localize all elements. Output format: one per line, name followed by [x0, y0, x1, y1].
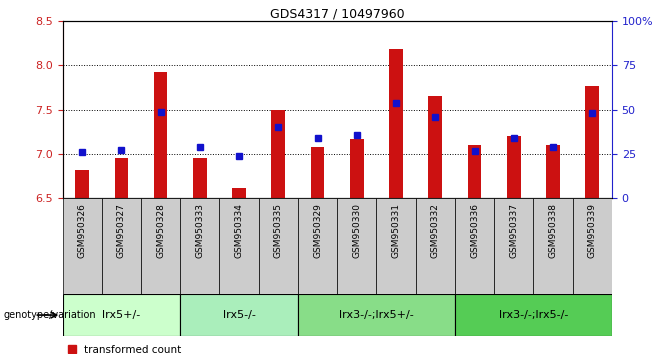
Text: GSM950336: GSM950336: [470, 203, 479, 258]
Text: GSM950334: GSM950334: [235, 203, 243, 258]
Bar: [298, 198, 338, 294]
Bar: [586, 86, 599, 198]
Bar: [494, 198, 534, 294]
Text: lrx5+/-: lrx5+/-: [102, 310, 141, 320]
Bar: [75, 170, 89, 198]
Bar: [232, 188, 246, 198]
Text: lrx3-/-;lrx5-/-: lrx3-/-;lrx5-/-: [499, 310, 568, 320]
Text: GSM950330: GSM950330: [352, 203, 361, 258]
Bar: [455, 294, 612, 336]
Bar: [428, 96, 442, 198]
Text: GSM950329: GSM950329: [313, 203, 322, 258]
Bar: [141, 198, 180, 294]
Bar: [350, 139, 364, 198]
Bar: [272, 110, 285, 198]
Text: GSM950326: GSM950326: [78, 203, 87, 258]
Bar: [220, 198, 259, 294]
Text: GSM950338: GSM950338: [549, 203, 557, 258]
Text: genotype/variation: genotype/variation: [3, 310, 96, 320]
Bar: [468, 145, 482, 198]
Bar: [193, 159, 207, 198]
Text: GSM950328: GSM950328: [156, 203, 165, 258]
Text: GSM950337: GSM950337: [509, 203, 519, 258]
Bar: [572, 198, 612, 294]
Bar: [63, 294, 180, 336]
Text: GSM950335: GSM950335: [274, 203, 283, 258]
Bar: [416, 198, 455, 294]
Bar: [180, 294, 298, 336]
Text: lrx5-/-: lrx5-/-: [222, 310, 255, 320]
Text: GSM950339: GSM950339: [588, 203, 597, 258]
Legend: transformed count, percentile rank within the sample: transformed count, percentile rank withi…: [68, 345, 261, 354]
Bar: [259, 198, 298, 294]
Bar: [455, 198, 494, 294]
Bar: [114, 158, 128, 198]
Bar: [337, 198, 376, 294]
Bar: [534, 198, 572, 294]
Text: lrx3-/-;lrx5+/-: lrx3-/-;lrx5+/-: [339, 310, 414, 320]
Title: GDS4317 / 10497960: GDS4317 / 10497960: [270, 7, 405, 20]
Text: GSM950333: GSM950333: [195, 203, 205, 258]
Bar: [311, 147, 324, 198]
Text: GSM950331: GSM950331: [392, 203, 401, 258]
Bar: [102, 198, 141, 294]
Bar: [546, 145, 560, 198]
Bar: [507, 136, 520, 198]
Text: GSM950332: GSM950332: [431, 203, 440, 258]
Bar: [298, 294, 455, 336]
Bar: [180, 198, 220, 294]
Text: GSM950327: GSM950327: [117, 203, 126, 258]
Bar: [154, 72, 168, 198]
Bar: [390, 49, 403, 198]
Bar: [63, 198, 102, 294]
Bar: [376, 198, 416, 294]
